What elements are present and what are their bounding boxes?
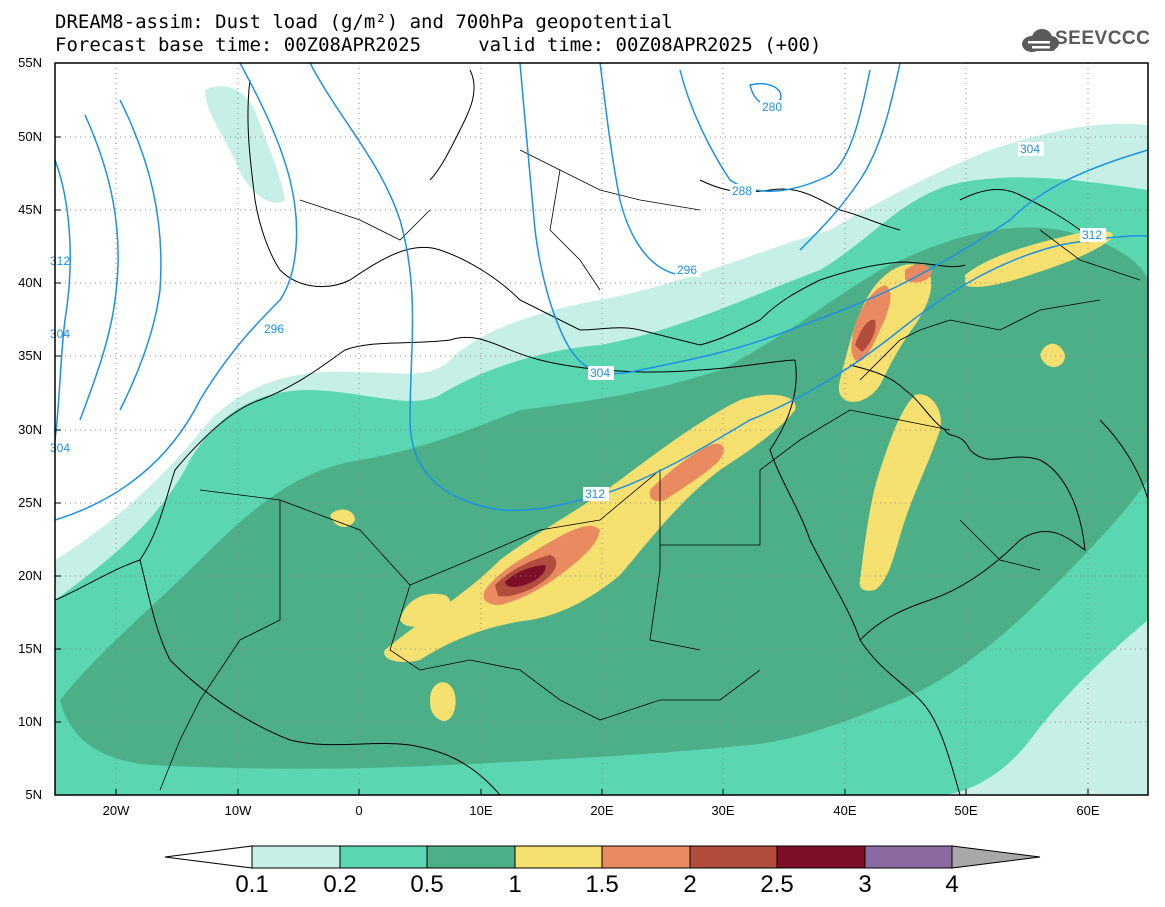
- lat-label: 50N: [18, 129, 42, 144]
- colorbar-tick-label: 0.5: [410, 871, 444, 898]
- geopotential-contours: [55, 63, 1148, 521]
- graticule: [55, 63, 1148, 795]
- contour-label: 296: [264, 322, 284, 336]
- colorbar-swatch: [776, 845, 866, 869]
- contour-label: 304: [50, 441, 70, 455]
- colorbar-tick-label: 2: [683, 871, 697, 898]
- colorbar-tick-label: 0.2: [323, 871, 357, 898]
- colorbar-tick-label: 3: [858, 871, 872, 898]
- colorbar-tick-label: 2.5: [760, 871, 794, 898]
- colorbar-tick-label: 1: [508, 871, 522, 898]
- lat-label: 20N: [18, 568, 42, 583]
- contour-label: 280: [762, 100, 782, 114]
- lon-label: 40E: [833, 803, 857, 818]
- lat-label: 10N: [18, 714, 42, 729]
- colorbar-under-arrow: [164, 845, 253, 869]
- colorbar-swatch: [689, 845, 778, 869]
- colorbar-swatch: [514, 845, 603, 869]
- contour-label: 312: [1082, 228, 1102, 242]
- contour-label: 304: [590, 366, 610, 380]
- colorbar: [164, 845, 1041, 869]
- lat-label: 15N: [18, 641, 42, 656]
- contour-label: 304: [50, 327, 70, 341]
- colorbar-swatch: [601, 845, 691, 869]
- lon-label: 0: [355, 803, 363, 818]
- colorbar-tick-label: 1.5: [585, 871, 619, 898]
- logo-text: SEEVCCC: [1055, 28, 1151, 49]
- lat-label: 45N: [18, 202, 42, 217]
- colorbar-over-arrow: [951, 845, 1041, 869]
- lat-label: 5N: [25, 787, 42, 802]
- lat-label: 35N: [18, 348, 42, 363]
- cloud-icon: [1022, 29, 1059, 52]
- colorbar-swatch: [864, 845, 953, 869]
- country-borders: [159, 149, 1141, 791]
- lon-label: 60E: [1076, 803, 1100, 818]
- contour-label: 304: [1020, 142, 1040, 156]
- lon-label: 20W: [102, 803, 130, 818]
- contour-label: 312: [50, 254, 70, 268]
- axis-ticks: [55, 62, 1089, 795]
- contour-label: 312: [585, 487, 605, 501]
- lat-label: 55N: [18, 55, 42, 70]
- colorbar-tick-label: 0.1: [235, 871, 269, 898]
- lon-label: 10W: [224, 803, 252, 818]
- colorbar-swatch: [251, 845, 341, 869]
- lon-label: 20E: [590, 803, 614, 818]
- lon-label: 50E: [954, 803, 978, 818]
- contour-label: 288: [732, 184, 752, 198]
- lat-label: 25N: [18, 495, 42, 510]
- colorbar-swatch: [339, 845, 428, 869]
- lat-label: 40N: [18, 275, 42, 290]
- contour-label: 296: [677, 263, 697, 277]
- map-title: DREAM8-assim: Dust load (g/m²) and 700hP…: [55, 11, 673, 33]
- forecast-time-line: Forecast base time: 00Z08APR2025 valid t…: [55, 34, 822, 56]
- colorbar-swatch: [426, 845, 516, 869]
- lat-label: 30N: [18, 422, 42, 437]
- lon-label: 10E: [469, 803, 493, 818]
- colorbar-tick-label: 4: [945, 871, 959, 898]
- lon-label: 30E: [711, 803, 735, 818]
